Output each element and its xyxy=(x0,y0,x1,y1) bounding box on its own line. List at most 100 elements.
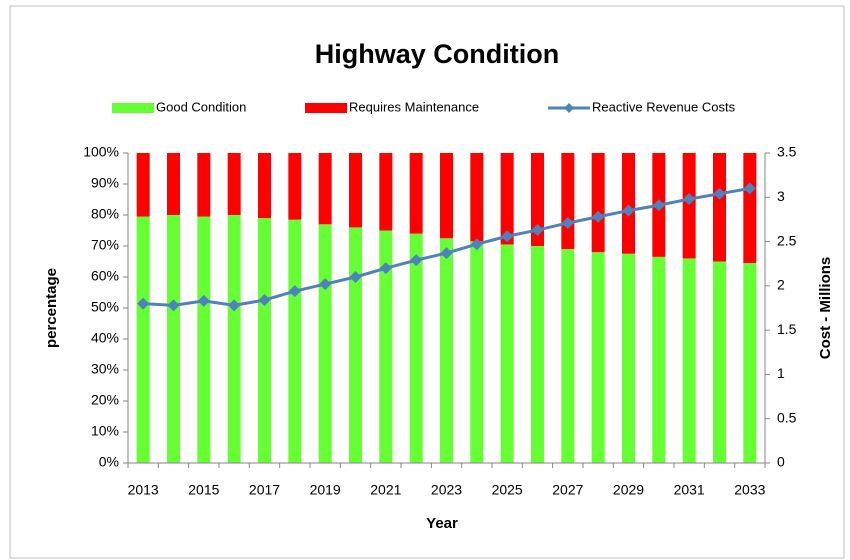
x-tick-label: 2015 xyxy=(188,482,219,498)
y-tick-label: 80% xyxy=(91,206,119,222)
y-tick-label: 90% xyxy=(91,175,119,191)
bar xyxy=(288,153,302,220)
line-marker xyxy=(349,271,362,283)
line-marker xyxy=(167,299,180,312)
line-marker xyxy=(683,193,696,206)
y-tick-label: 50% xyxy=(91,299,119,315)
bar xyxy=(652,256,666,463)
line-marker xyxy=(713,187,726,200)
y-tick-label: 10% xyxy=(91,423,119,439)
legend-marker xyxy=(564,103,574,113)
bar xyxy=(409,233,423,463)
line-marker xyxy=(258,294,271,307)
bar xyxy=(531,246,544,463)
y-tick-label: 100% xyxy=(83,144,119,160)
y-tick-label: 70% xyxy=(91,237,119,253)
bar xyxy=(440,153,453,239)
bar xyxy=(470,241,484,463)
legend-label: Good Condition xyxy=(156,99,246,114)
y2-axis-label: Cost - Millions xyxy=(817,257,834,360)
bar xyxy=(227,215,241,463)
line-marker xyxy=(561,216,574,229)
y-tick-label: 0% xyxy=(99,454,119,470)
bar xyxy=(197,153,211,217)
y2-tick-label: 1 xyxy=(777,365,785,381)
y2-tick-label: 0 xyxy=(777,454,785,470)
y-axis-label: percentage xyxy=(43,268,60,348)
bar xyxy=(288,219,302,463)
bar xyxy=(409,153,423,234)
line-marker xyxy=(501,230,514,243)
bar xyxy=(713,261,726,463)
bar xyxy=(440,238,453,463)
line-marker xyxy=(228,299,241,312)
line-marker xyxy=(379,262,392,275)
bar xyxy=(743,153,757,264)
bar xyxy=(379,230,393,463)
y-tick-label: 40% xyxy=(91,330,119,346)
bar xyxy=(318,224,332,463)
legend-label: Requires Maintenance xyxy=(349,99,479,114)
bar xyxy=(500,244,514,463)
bar xyxy=(470,153,484,242)
bar xyxy=(227,153,241,215)
bar xyxy=(561,153,575,250)
bar xyxy=(167,153,180,215)
bar xyxy=(743,263,757,463)
x-tick-label: 2029 xyxy=(613,482,644,498)
bar xyxy=(622,153,635,254)
x-tick-label: 2013 xyxy=(128,482,159,498)
x-tick-label: 2023 xyxy=(431,482,462,498)
bar xyxy=(136,216,150,463)
y2-tick-label: 3.5 xyxy=(777,144,797,160)
y2-tick-label: 2 xyxy=(777,277,785,293)
y-tick-label: 20% xyxy=(91,392,119,408)
x-tick-label: 2031 xyxy=(674,482,705,498)
bar xyxy=(531,153,544,246)
bar xyxy=(349,153,362,228)
bar xyxy=(167,215,180,463)
line-marker xyxy=(531,224,544,237)
bar xyxy=(500,153,514,245)
y-tick-label: 60% xyxy=(91,268,119,284)
bar xyxy=(622,253,635,463)
line-marker xyxy=(137,297,150,310)
bar xyxy=(197,216,211,463)
x-axis-label: Year xyxy=(426,515,458,532)
bar xyxy=(349,227,362,463)
bar xyxy=(136,153,150,217)
y2-tick-label: 2.5 xyxy=(777,232,797,248)
y2-tick-label: 1.5 xyxy=(777,321,797,337)
bar xyxy=(682,153,696,259)
line-marker xyxy=(652,199,665,212)
legend-swatch xyxy=(305,103,347,113)
y2-tick-label: 3 xyxy=(777,188,785,204)
bar xyxy=(258,218,271,463)
x-tick-label: 2017 xyxy=(249,482,280,498)
bar xyxy=(258,153,271,219)
y2-tick-label: 0.5 xyxy=(777,409,797,425)
x-tick-label: 2019 xyxy=(310,482,341,498)
bar xyxy=(591,153,605,253)
bar xyxy=(318,153,332,225)
x-tick-label: 2033 xyxy=(734,482,765,498)
bar xyxy=(682,258,696,463)
bar xyxy=(591,252,605,463)
line-marker xyxy=(197,294,210,307)
x-tick-label: 2025 xyxy=(492,482,523,498)
legend-swatch xyxy=(112,103,154,113)
line-marker xyxy=(440,247,453,260)
y-tick-label: 30% xyxy=(91,361,119,377)
x-tick-label: 2027 xyxy=(552,482,583,498)
line-marker xyxy=(743,182,756,195)
line-marker xyxy=(592,210,605,223)
x-tick-label: 2021 xyxy=(370,482,401,498)
bar xyxy=(379,153,393,231)
line-marker xyxy=(470,238,483,251)
bar xyxy=(561,249,575,463)
chart-title: Highway Condition xyxy=(315,39,559,69)
line-marker xyxy=(410,254,423,267)
bar xyxy=(713,153,726,262)
line-marker xyxy=(288,285,301,298)
